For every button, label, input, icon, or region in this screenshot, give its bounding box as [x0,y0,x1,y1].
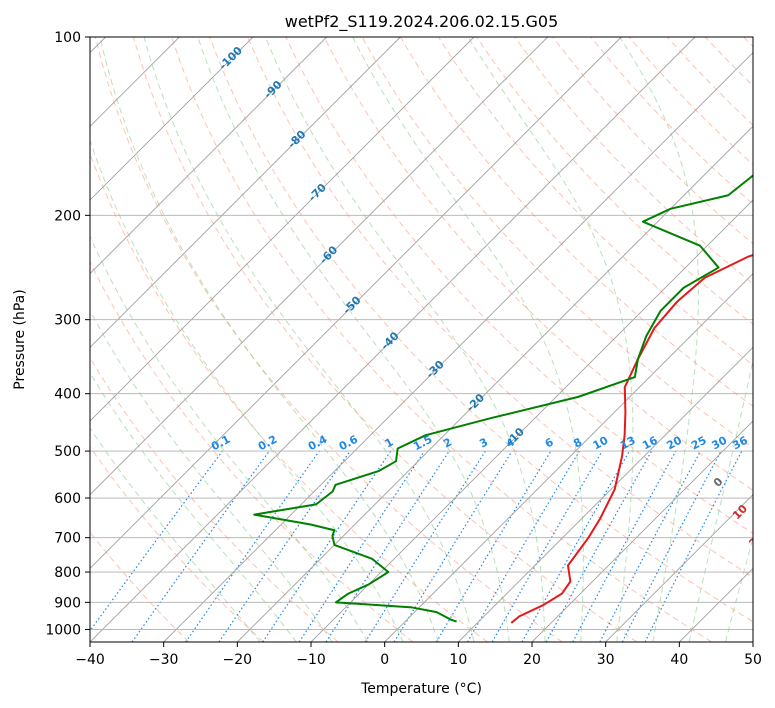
mixing-ratio-line [325,450,450,642]
y-tick-label: 500 [54,444,81,460]
isotherm-line [310,199,753,642]
isotherm-line [531,420,753,642]
isotherm-line [163,52,753,642]
dry-adiabat [90,446,264,642]
profiles [253,174,753,624]
dry-adiabat [90,260,414,642]
mixing-ratio-line [218,450,351,642]
mixing-ratio-label: 16 [640,434,660,453]
mixing-ratio-line [644,450,743,642]
x-tick-label: 50 [744,652,762,668]
mixing-ratio-label: 25 [689,434,709,453]
isotherm-line [90,37,622,569]
moist-adiabat [725,536,753,642]
mixing-ratio-lines [90,450,743,642]
moist-adiabat [90,138,404,642]
y-tick-label: 300 [54,313,81,329]
dewpoint-profile [253,174,753,623]
mixing-ratio-line [90,450,223,632]
moist-adiabat [619,37,699,642]
mixing-ratio-line [393,450,513,642]
plot-frame [89,36,754,643]
pressure-gridlines [90,37,753,630]
moist-adiabats [90,37,753,642]
y-tick-label: 400 [54,387,81,403]
dry-adiabat [90,356,339,642]
chart-title: wetPf2_S119.2024.206.02.15.G05 [285,12,559,32]
x-tick-label: 0 [380,652,389,668]
moist-adiabat [352,37,584,642]
isotherm-line [605,494,753,642]
y-axis-title: Pressure (hPa) [12,289,28,389]
isotherm-line [90,37,327,275]
x-tick-label: −10 [296,652,326,668]
mixing-ratio-line [298,450,425,642]
x-tick-label: 20 [523,652,541,668]
moist-adiabat [90,309,333,642]
mixing-ratio-line [521,450,631,642]
x-tick-label: −40 [75,652,105,668]
dry-adiabat [94,37,563,642]
plot-area: 0.1 0.2 0.4 0.6 1 1.5 2 3 4 6 8 10 13 16 20 25 30 36-100-… [90,37,766,642]
isotherm-line [384,273,753,642]
y-tick-label: 100 [54,30,81,46]
isotherm-line [90,37,475,422]
dry-adiabat [323,37,753,491]
y-tick-label: 700 [54,531,81,547]
y-tick-label: 600 [54,491,81,507]
x-tick-label: 30 [597,652,615,668]
mixing-ratio-line [572,450,677,642]
moist-adiabat [90,372,297,642]
skewed-isotherms [90,37,753,642]
dry-adiabat [514,37,753,285]
moist-adiabat [143,37,475,642]
x-tick-label: −20 [223,652,253,668]
dry-adiabat [132,37,638,642]
x-tick-label: −30 [149,652,179,668]
moist-adiabat-label: 20 [746,530,766,550]
dry-adiabat [247,37,753,578]
isotherm-line [90,37,254,201]
x-axis-title: Temperature (°C) [360,681,482,697]
mixing-ratio-line [131,450,270,642]
moist-adiabat [90,235,369,642]
isotherm-line [458,346,753,642]
dry-adiabat [209,37,753,623]
y-tick-label: 200 [54,208,81,224]
x-tick-label: 10 [449,652,467,668]
dry-adiabat [171,37,713,642]
moist-adiabat [264,37,546,642]
temperature-profile [510,253,753,624]
moist-adiabat [90,427,261,642]
x-axis-ticks: −40 −30 −20 −10 0 10 20 30 40 50 [75,642,762,668]
y-tick-label: 900 [54,595,81,611]
y-tick-label: 800 [54,565,81,581]
isotherm-line [237,125,753,642]
mixing-ratio-label: 20 [664,434,684,453]
moist-adiabat [197,37,510,642]
mixing-ratio-line [185,450,320,642]
isotherm-line [90,37,548,496]
mixing-ratio-line [262,450,392,642]
mixing-ratio-label: 10 [591,434,611,453]
y-axis-ticks: 1000 900 800 700 600 500 400 300 200 100 [45,30,90,638]
mixing-ratio-label: 13 [618,434,638,453]
x-tick-label: 40 [670,652,688,668]
isotherm-line [90,37,696,642]
moist-adiabat [688,357,753,642]
mixing-ratio-label: 30 [710,434,730,453]
moist-adiabat [99,37,439,642]
isotherm-line [90,37,401,348]
mixing-ratio-label: 36 [730,434,750,453]
y-tick-label: 1000 [45,622,81,638]
mixing-ratio-line [545,450,653,642]
dry-adiabat [285,37,753,535]
